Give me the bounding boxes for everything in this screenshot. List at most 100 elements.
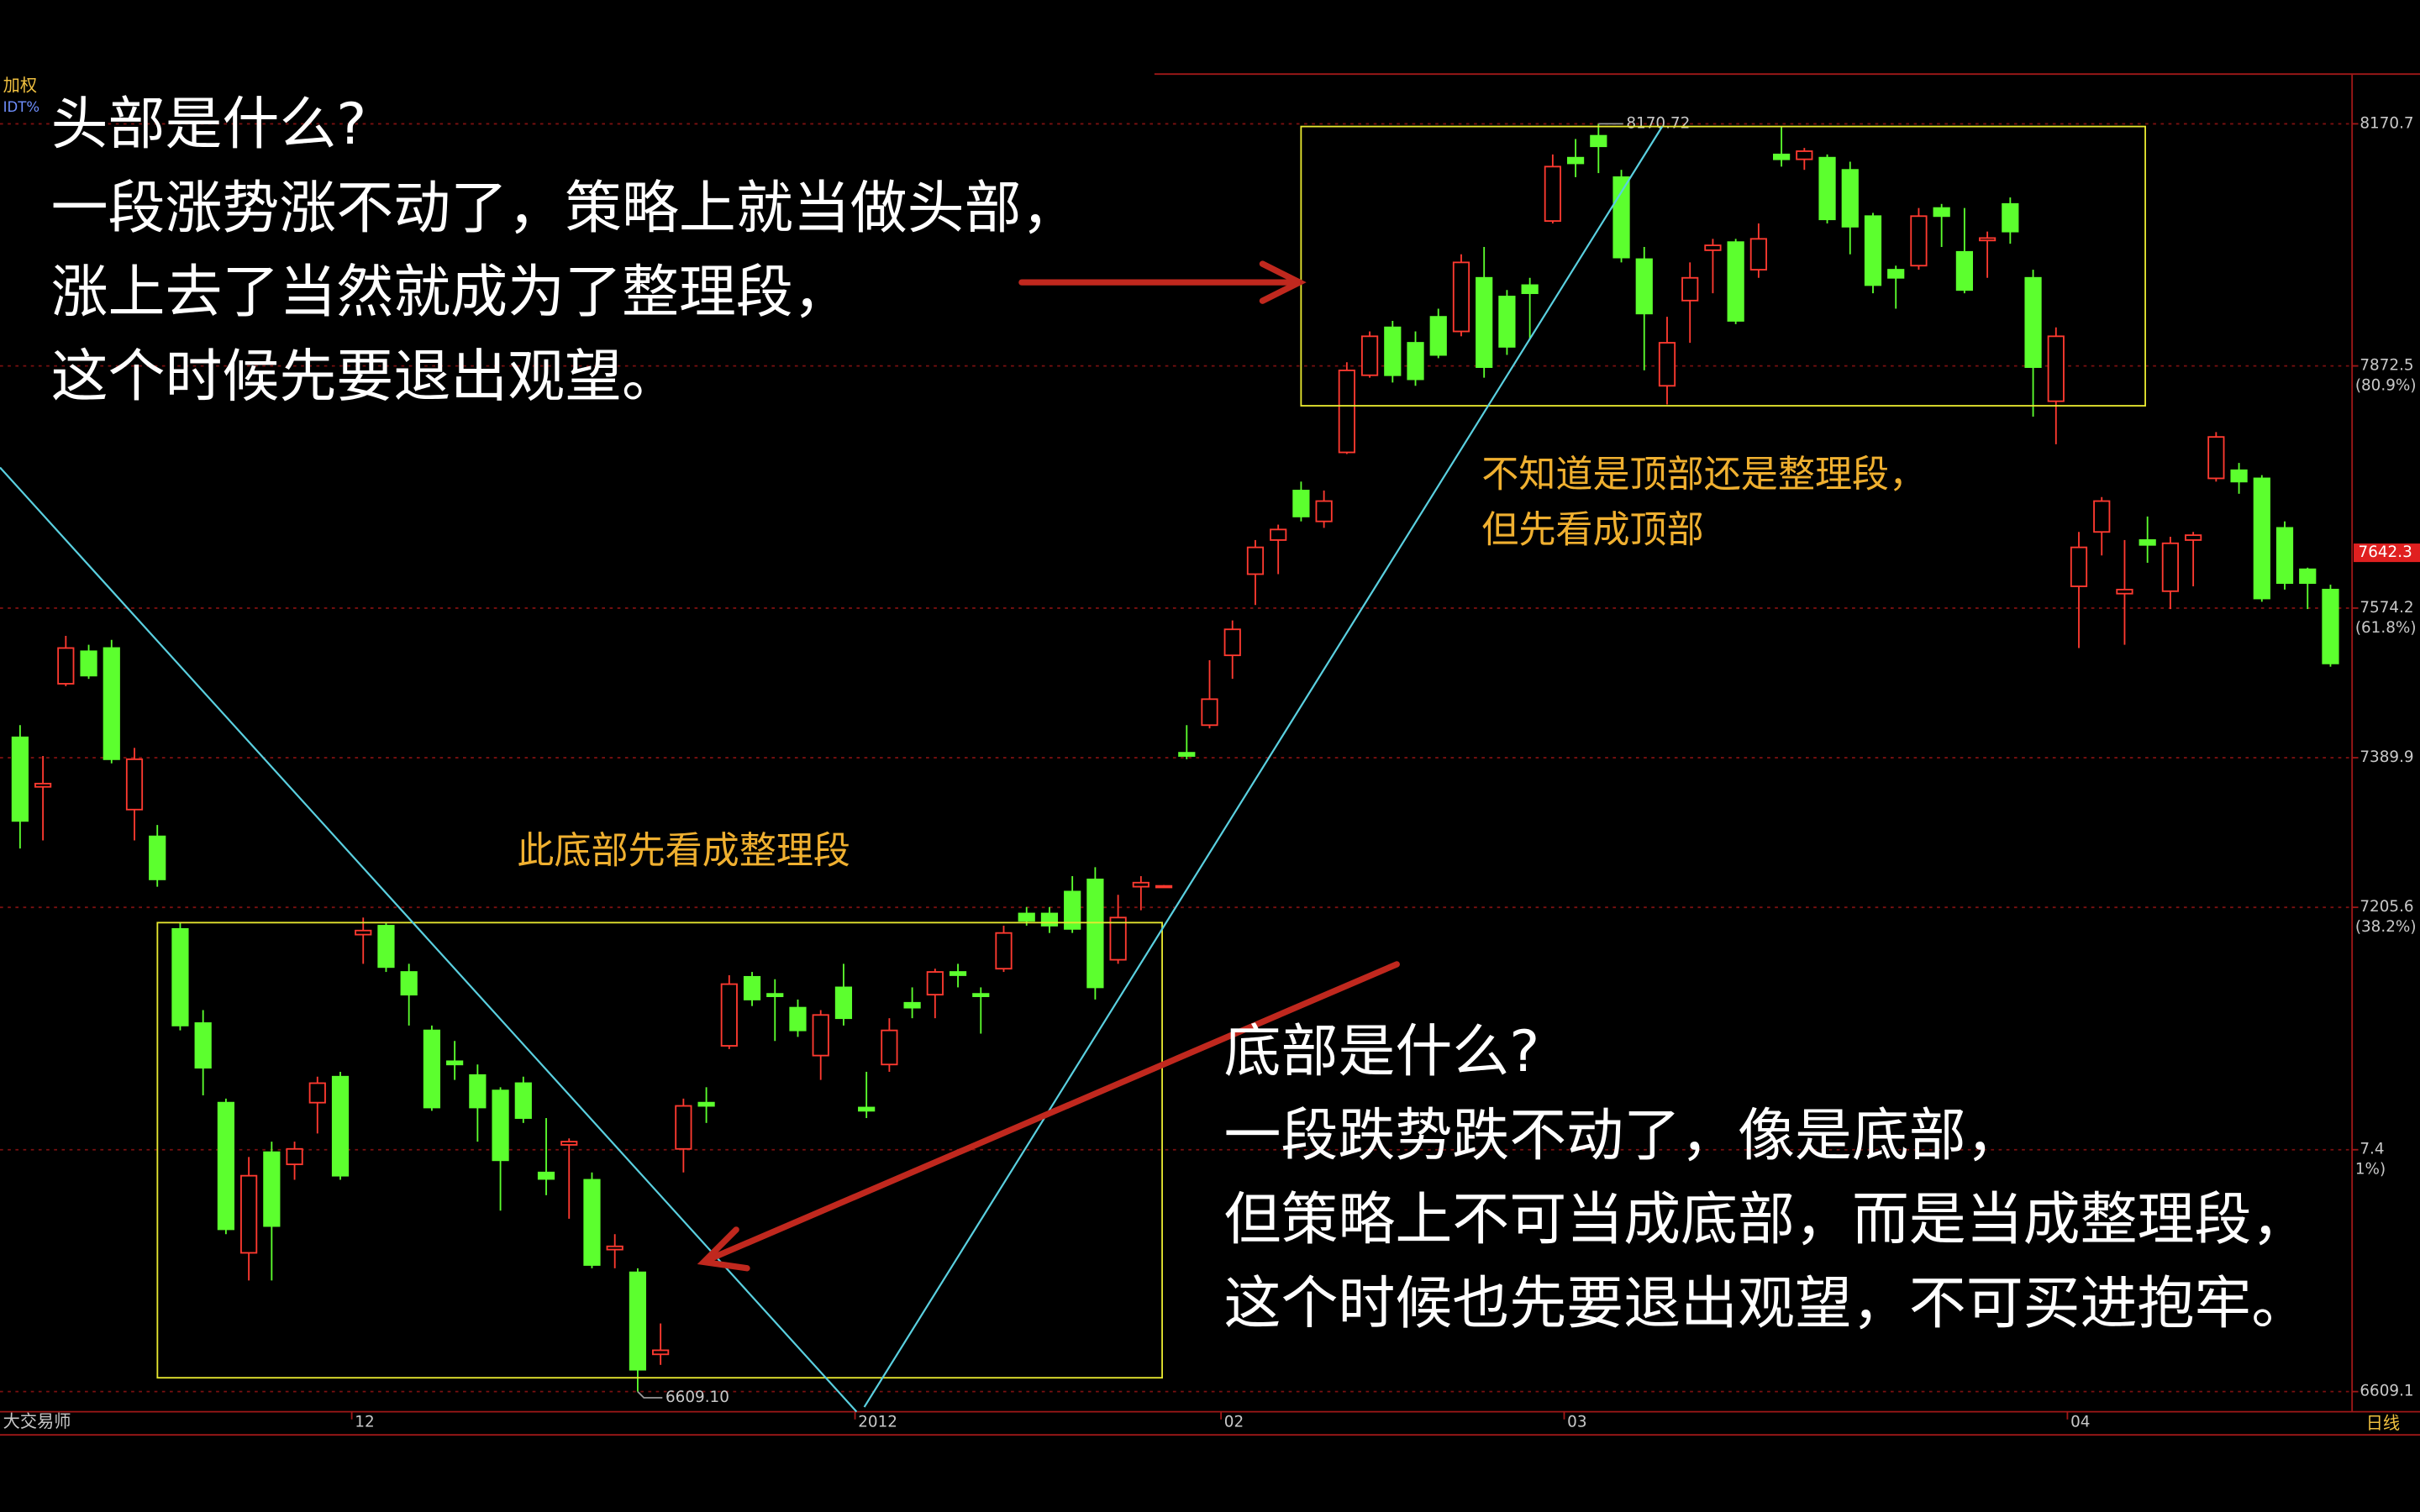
candle-body [1841, 169, 1859, 228]
candle-body [1979, 237, 1996, 242]
candle-body [1910, 215, 1928, 267]
candle-body [1315, 500, 1333, 522]
annotation-line: 底部是什么? [1224, 1019, 1540, 1085]
candle-body [125, 758, 144, 811]
annotation-line: 但先看成顶部 [1481, 509, 1703, 552]
annotations: 头部是什么? 一段涨势涨不动了，策略上就当做头部， 涨上去了当然就成为了整理段， 这个… [51, 92, 2309, 1337]
candle-body [812, 1014, 829, 1057]
y-tick-label: 7872.5 [2360, 357, 2413, 375]
candle-body [1521, 284, 1539, 295]
candle-body [2275, 527, 2294, 585]
candle-body [560, 1141, 578, 1146]
candle-body [537, 1171, 555, 1180]
candle-body [1818, 156, 1836, 221]
candle-body [1040, 912, 1059, 927]
candle-body [149, 835, 166, 880]
footer-right: 日线 [2366, 1413, 2400, 1433]
candle-body [926, 971, 944, 996]
ratio-label: 1%) [2355, 1161, 2386, 1179]
footer-left: 大交易师 [3, 1411, 71, 1431]
x-tick-label: 2012 [858, 1413, 897, 1431]
trough-label: 6609.10 [666, 1389, 729, 1406]
candle-body [217, 1101, 234, 1231]
ratio-label: (80.9%) [2355, 376, 2417, 394]
candle-body [400, 971, 418, 996]
candle-body [446, 1060, 464, 1066]
candle-body [2047, 335, 2065, 402]
candle-body [1178, 752, 1196, 757]
indicator-label: IDT% [3, 99, 39, 115]
candles: 8170.72 6609.10 [11, 114, 2339, 1406]
x-tick-label: 04 [2070, 1413, 2090, 1431]
candle-body [1155, 885, 1173, 889]
arrow-head [1259, 260, 1307, 304]
candle-body [469, 1074, 487, 1109]
candle-body [331, 1075, 350, 1177]
candle-body [583, 1179, 601, 1266]
candle-body [171, 927, 189, 1026]
current-price-label: 7642.3 [2359, 543, 2412, 561]
candle-body [1384, 326, 1402, 376]
candle-body [881, 1029, 898, 1066]
candle-body [1109, 916, 1127, 961]
candle-body [1246, 546, 1265, 575]
arrow [707, 961, 1400, 1263]
annotation-line: 这个时候也先要退出观望，不可买进抱牢。 [1224, 1271, 2309, 1337]
candle-body [995, 932, 1013, 970]
candle-body [103, 647, 120, 760]
candle-body [194, 1022, 212, 1069]
candle-body [2116, 588, 2133, 595]
candle-body [1727, 241, 1744, 322]
candle-body [1476, 276, 1493, 368]
annotation-line: 不知道是顶部还是整理段， [1481, 454, 1926, 496]
candle-body [11, 736, 29, 822]
bottom-zone-box [156, 921, 1163, 1379]
x-tick-label: 12 [355, 1413, 374, 1431]
y-tick-label: 7574.2 [2360, 599, 2413, 617]
candle-body [1018, 912, 1035, 922]
trough-leader [637, 1390, 663, 1399]
candle-body [1086, 878, 1104, 989]
candle-body [2070, 546, 2088, 587]
top-zone-box [1300, 125, 2146, 407]
candle-body [423, 1029, 441, 1109]
candle-body [1360, 335, 1379, 376]
candle-body [789, 1006, 807, 1032]
candle-body [1772, 153, 1791, 160]
x-tick-label: 03 [1567, 1413, 1586, 1431]
candle-body [1132, 881, 1150, 888]
candle-body [1498, 296, 1516, 348]
y-tick-label: 6609.1 [2360, 1383, 2413, 1400]
candle-body [1064, 890, 1081, 930]
candle-body [1429, 316, 1447, 356]
candle-body [1270, 528, 1287, 541]
candle-body [492, 1089, 509, 1162]
candle-body [2299, 568, 2317, 585]
candle-body [57, 647, 75, 685]
candle-body [834, 986, 853, 1020]
candle-body [1292, 490, 1310, 517]
candle-body [1933, 207, 1950, 218]
candle-body [1338, 370, 1355, 454]
candle-body [2230, 469, 2248, 483]
peak-label: 8170.72 [1626, 114, 1690, 132]
candle-body [263, 1151, 281, 1227]
candle-body [1452, 261, 1470, 333]
candle-body [1681, 276, 1699, 302]
ratio-label: (38.2%) [2355, 918, 2417, 936]
candle-body [697, 1101, 715, 1107]
candle-body [972, 993, 990, 997]
trend-line [863, 126, 1664, 1408]
candle-body [2024, 276, 2042, 368]
y-tick-label: 8170.7 [2360, 114, 2413, 132]
current-price-tag [2354, 543, 2420, 563]
ratio-label: (61.8%) [2355, 619, 2417, 637]
candle-body [949, 971, 967, 976]
candle-body [629, 1271, 647, 1371]
candle-body [377, 925, 395, 969]
candle-body [80, 650, 97, 677]
candle-body [2002, 202, 2019, 233]
